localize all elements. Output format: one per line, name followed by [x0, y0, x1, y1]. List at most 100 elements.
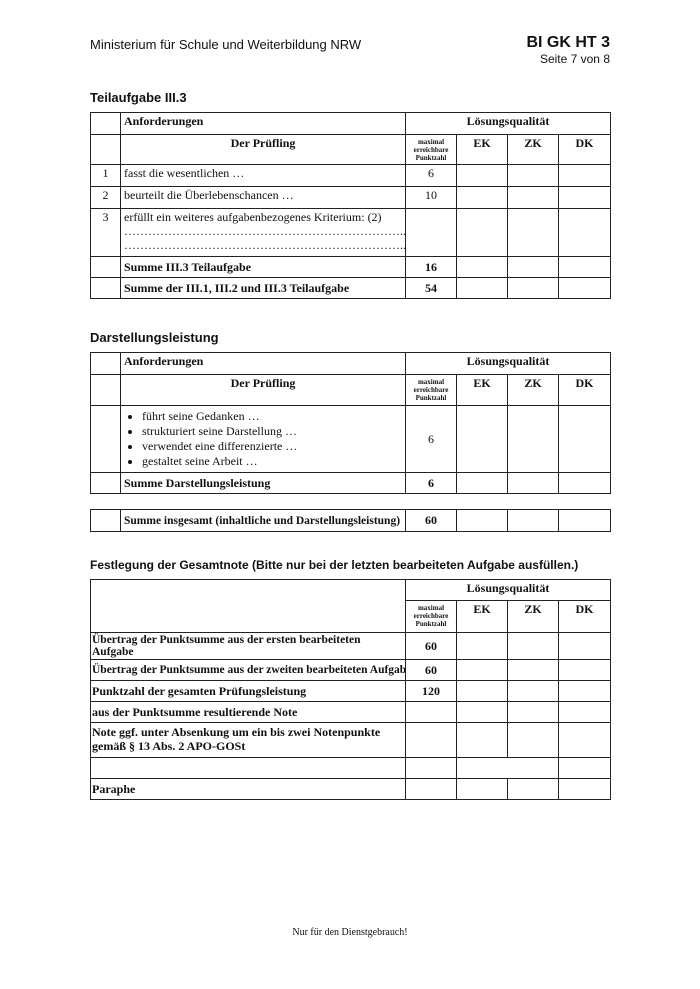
empty-cell	[405, 757, 457, 779]
final-grade-table: Lösungsqualität maximal erreichbare Punk…	[90, 579, 612, 800]
overall-sum-table: Summe insgesamt (inhaltliche und Darstel…	[90, 509, 611, 532]
dk-cell[interactable]	[557, 680, 612, 702]
merged-cell[interactable]	[456, 757, 559, 779]
zk-cell[interactable]	[507, 405, 559, 473]
zk-cell[interactable]	[507, 208, 559, 257]
ek-cell[interactable]	[456, 256, 508, 278]
dk-cell[interactable]	[557, 164, 612, 187]
zk-cell[interactable]	[507, 680, 559, 702]
zk-cell[interactable]	[507, 472, 559, 494]
zk-cell[interactable]	[507, 186, 559, 209]
ek-cell[interactable]	[456, 164, 508, 187]
zk-cell[interactable]	[507, 164, 559, 187]
row-number: 1	[90, 164, 121, 187]
row-points: 6	[405, 405, 457, 473]
section-title: Darstellungsleistung	[90, 330, 219, 345]
col-dk: DK	[557, 374, 612, 406]
dk-cell[interactable]	[557, 405, 612, 473]
sum-points: 6	[405, 472, 457, 494]
dk-cell[interactable]	[557, 277, 612, 299]
sum-label: Summe III.3 Teilaufgabe	[120, 256, 406, 278]
row-points: 60	[405, 659, 457, 681]
footer-note: Nur für den Dienstgebrauch!	[292, 927, 408, 938]
dk-cell[interactable]	[557, 208, 612, 257]
table-row: 1 fasst die wesentlichen … 6	[90, 164, 612, 187]
row-number: 2	[90, 186, 121, 209]
row-label: Note ggf. unter Absenkung um ein bis zwe…	[90, 722, 406, 758]
col-examinee: Der Prüfling	[120, 374, 406, 406]
section-title: Festlegung der Gesamtnote (Bitte nur bei…	[90, 558, 579, 572]
ek-cell[interactable]	[456, 778, 508, 800]
dk-cell[interactable]	[557, 722, 612, 758]
dk-cell[interactable]	[557, 632, 612, 660]
zk-cell[interactable]	[507, 778, 559, 800]
criteria-list: führt seine Gedanken …strukturiert seine…	[124, 409, 402, 469]
row-points	[405, 722, 457, 758]
ek-cell[interactable]	[456, 701, 508, 723]
col-max-points: maximal erreichbare Punktzahl	[405, 134, 457, 165]
zk-cell[interactable]	[507, 659, 559, 681]
row-text: fasst die wesentlichen …	[120, 164, 406, 187]
fill-line: ……………………………………………………………..	[124, 238, 406, 252]
row-label: Übertrag der Punktsumme aus der ersten b…	[90, 632, 406, 660]
zk-cell[interactable]	[507, 509, 559, 532]
section-title: Teilaufgabe III.3	[90, 90, 187, 105]
paraphe-label: Paraphe	[90, 778, 406, 800]
ministry-name: Ministerium für Schule und Weiterbildung…	[90, 37, 362, 52]
ek-cell[interactable]	[456, 680, 508, 702]
ek-cell[interactable]	[456, 208, 508, 257]
dk-cell[interactable]	[557, 757, 612, 779]
dk-cell[interactable]	[557, 472, 612, 494]
row-points: 10	[405, 186, 457, 209]
dk-cell[interactable]	[557, 186, 612, 209]
ek-cell[interactable]	[456, 722, 508, 758]
dk-cell[interactable]	[557, 256, 612, 278]
dk-cell[interactable]	[557, 701, 612, 723]
row-text: erfüllt ein weiteres aufgabenbezogenes K…	[124, 210, 382, 224]
row-points: 6	[405, 164, 457, 187]
col-zk: ZK	[507, 134, 559, 165]
overall-points: 60	[405, 509, 457, 532]
col-quality: Lösungsqualität	[404, 112, 612, 135]
dk-cell[interactable]	[557, 659, 612, 681]
dk-cell[interactable]	[557, 778, 612, 800]
row-label: Punktzahl der gesamten Prüfungsleistung	[90, 680, 406, 702]
ek-cell[interactable]	[456, 659, 508, 681]
list-item: verwendet eine differenzierte …	[142, 439, 402, 454]
points-cell[interactable]	[405, 778, 457, 800]
total-label: Summe der III.1, III.2 und III.3 Teilauf…	[120, 277, 406, 299]
row-points	[405, 701, 457, 723]
zk-cell[interactable]	[507, 722, 559, 758]
table-row: 2 beurteilt die Überlebenschancen … 10	[90, 186, 612, 209]
dk-cell[interactable]	[558, 509, 611, 532]
row-points: 60	[405, 632, 457, 660]
list-item: führt seine Gedanken …	[142, 409, 402, 424]
zk-cell[interactable]	[507, 632, 559, 660]
total-points: 54	[405, 277, 457, 299]
sum-label: Summe Darstellungsleistung	[120, 472, 406, 494]
task-table: Anforderungen Lösungsqualität Der Prüflin…	[90, 112, 612, 299]
row-number: 3	[90, 208, 121, 257]
zk-cell[interactable]	[507, 701, 559, 723]
ek-cell[interactable]	[456, 186, 508, 209]
row-label: Übertrag der Punktsumme aus der zweiten …	[90, 659, 406, 681]
ek-cell[interactable]	[456, 472, 508, 494]
ek-cell[interactable]	[456, 277, 508, 299]
sum-points: 16	[405, 256, 457, 278]
page-number: Seite 7 von 8	[539, 52, 610, 66]
row-points	[405, 208, 457, 257]
ek-cell[interactable]	[456, 632, 508, 660]
ek-cell[interactable]	[456, 509, 508, 532]
col-ek: EK	[456, 600, 508, 633]
col-ek: EK	[456, 134, 508, 165]
col-zk: ZK	[507, 600, 559, 633]
table-row: 3 erfüllt ein weiteres aufgabenbezogenes …	[90, 208, 612, 257]
col-quality: Lösungsqualität	[404, 352, 612, 375]
col-dk: DK	[557, 600, 612, 633]
col-max-points: maximal erreichbare Punktzahl	[405, 374, 457, 406]
zk-cell[interactable]	[507, 256, 559, 278]
ek-cell[interactable]	[456, 405, 508, 473]
col-quality: Lösungsqualität	[404, 579, 612, 601]
zk-cell[interactable]	[507, 277, 559, 299]
list-item: gestaltet seine Arbeit …	[142, 454, 402, 469]
